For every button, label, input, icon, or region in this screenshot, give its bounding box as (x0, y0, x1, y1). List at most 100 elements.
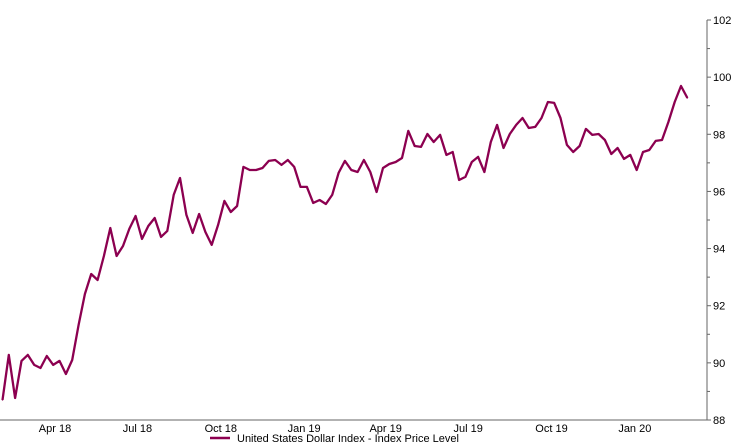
x-tick-label: Apr 19 (369, 423, 401, 435)
data-point (204, 231, 206, 233)
data-point (217, 224, 219, 226)
data-point (528, 127, 530, 129)
data-point (116, 255, 118, 257)
data-point (350, 169, 352, 171)
y-tick-label: 98 (713, 129, 725, 141)
data-point (135, 215, 137, 217)
data-point (8, 354, 10, 356)
data-point (407, 130, 409, 132)
data-point (376, 191, 378, 193)
data-point (236, 205, 238, 207)
data-point (242, 166, 245, 168)
x-tick-label: Oct 18 (205, 423, 237, 435)
data-point (490, 141, 492, 143)
data-point (502, 147, 505, 149)
data-point (318, 199, 321, 201)
data-point (661, 139, 663, 141)
data-point (122, 245, 124, 247)
data-point (109, 227, 111, 229)
data-point (655, 140, 657, 142)
x-axis: Apr 18 Jul 18 Oct 18 Jan 19 Apr 19 Jul 19 Oct … (39, 423, 652, 435)
data-point (598, 133, 600, 135)
data-point (103, 255, 105, 257)
data-point (547, 101, 549, 103)
data-point (369, 171, 371, 173)
data-point (306, 186, 308, 188)
data-point (617, 147, 619, 149)
data-point (331, 194, 333, 196)
data-point (591, 134, 593, 136)
y-axis: 88 90 92 94 96 98 100 102 (707, 15, 731, 427)
y-tick-label: 100 (713, 72, 731, 84)
data-point (141, 238, 143, 240)
data-point (521, 117, 524, 119)
data-point (559, 117, 562, 119)
data-point (357, 171, 359, 173)
x-tick-label: Jan 19 (288, 423, 321, 435)
data-point (680, 85, 682, 87)
data-point (268, 160, 270, 162)
data-point (77, 324, 80, 326)
data-point (477, 156, 479, 158)
data-point (249, 169, 251, 171)
data-point (198, 213, 200, 215)
y-tick-label: 102 (713, 15, 731, 27)
data-point (154, 217, 156, 219)
data-point (14, 397, 16, 399)
data-point (166, 230, 168, 232)
data-point (496, 124, 498, 126)
data-point (629, 154, 631, 156)
data-point (173, 194, 175, 196)
data-point (610, 153, 612, 155)
y-tick-label: 90 (713, 358, 725, 370)
x-tick-label: Apr 18 (39, 423, 71, 435)
data-point (128, 228, 130, 230)
y-tick-label: 96 (713, 186, 725, 198)
series-line (1, 84, 689, 401)
data-point (211, 244, 213, 246)
data-point (585, 128, 587, 130)
data-point (160, 236, 162, 238)
data-point (223, 200, 226, 202)
data-point (192, 232, 194, 234)
data-point (578, 145, 581, 147)
data-point (147, 225, 149, 227)
data-point (509, 133, 511, 135)
data-point (27, 354, 29, 356)
data-point (261, 167, 264, 169)
data-point (382, 167, 384, 169)
y-tick-label: 94 (713, 244, 725, 256)
data-point (33, 364, 35, 366)
data-point (648, 149, 650, 151)
data-point (90, 273, 92, 275)
data-point (255, 169, 257, 171)
data-point (344, 160, 346, 162)
data-point (642, 151, 644, 153)
x-tick-label: Jan 20 (618, 423, 651, 435)
data-point (96, 279, 99, 281)
legend: United States Dollar Index - Index Price… (210, 433, 459, 445)
data-point (299, 186, 302, 188)
data-point (483, 171, 486, 173)
data-point (20, 360, 23, 362)
y-tick-label: 92 (713, 301, 725, 313)
data-point (230, 211, 232, 213)
data-point (604, 139, 606, 141)
data-point (636, 169, 638, 171)
data-point (274, 159, 276, 161)
data-point (566, 144, 568, 146)
data-point (280, 164, 283, 166)
data-point (686, 97, 688, 99)
data-point (572, 151, 574, 153)
data-point (420, 146, 422, 148)
data-point (65, 373, 67, 375)
data-point (46, 355, 48, 357)
data-point (452, 151, 454, 153)
data-point (71, 359, 73, 361)
data-point (534, 126, 536, 128)
data-point (363, 159, 365, 161)
data-point (674, 101, 676, 103)
data-point (179, 177, 181, 179)
data-point (623, 158, 625, 160)
